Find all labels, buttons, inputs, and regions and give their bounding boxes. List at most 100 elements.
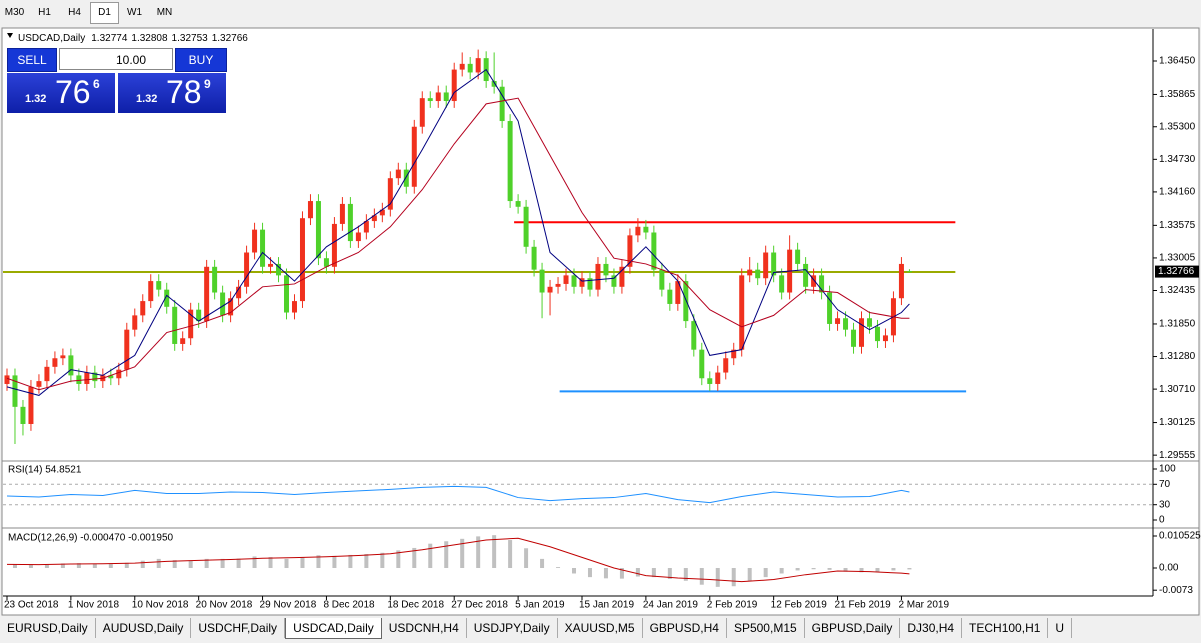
- candle-body: [771, 252, 777, 276]
- rsi-title: RSI(14) 54.8521: [8, 465, 82, 476]
- macd-bar: [779, 568, 784, 574]
- macd-bar: [572, 568, 577, 574]
- chart-icon: [7, 33, 13, 38]
- candle-body: [132, 315, 138, 330]
- y-tick-label: 30: [1159, 499, 1171, 510]
- candle-body: [60, 355, 66, 359]
- chart-tab[interactable]: XAUUSD,M5: [558, 618, 643, 638]
- x-tick-label: 12 Feb 2019: [771, 600, 828, 611]
- macd-bar: [827, 568, 832, 570]
- candle-body: [220, 292, 226, 316]
- y-tick-label: 1.33005: [1159, 253, 1196, 264]
- candle-body: [20, 406, 26, 424]
- macd-bar: [108, 564, 113, 569]
- chart-tab[interactable]: USDJPY,Daily: [467, 618, 558, 638]
- candle-body: [4, 375, 10, 384]
- chart-tab[interactable]: AUDUSD,Daily: [96, 618, 192, 638]
- candle-body: [331, 223, 337, 267]
- macd-bar: [444, 541, 449, 569]
- candle-body: [731, 349, 737, 359]
- y-tick-label: 1.29555: [1159, 450, 1196, 461]
- timeframe-button[interactable]: H1: [38, 7, 51, 18]
- candle-body: [595, 263, 601, 290]
- ask-price[interactable]: 1.32 78 9: [118, 73, 226, 113]
- x-tick-label: 29 Nov 2018: [260, 600, 317, 611]
- y-tick-label: 0: [1159, 515, 1165, 526]
- macd-bar: [380, 552, 385, 569]
- signal-line: [6, 537, 910, 583]
- timeframe-button[interactable]: H4: [68, 7, 81, 18]
- macd-bar: [524, 548, 529, 569]
- macd-bar: [140, 560, 145, 569]
- chart-tab[interactable]: USDCNH,H4: [382, 618, 467, 638]
- candle-body: [76, 375, 82, 384]
- macd-bar: [811, 568, 816, 570]
- x-tick-label: 5 Jan 2019: [515, 600, 565, 611]
- lot-input[interactable]: 10.00: [59, 48, 173, 70]
- x-tick-label: 2 Feb 2019: [707, 600, 758, 611]
- macd-bar: [28, 564, 33, 569]
- high-price: 1.32808: [131, 33, 168, 44]
- ask-pip: 9: [204, 77, 211, 91]
- macd-bar: [300, 557, 305, 569]
- candle-body: [204, 266, 210, 322]
- macd-bar: [795, 568, 800, 571]
- macd-bar: [12, 564, 17, 569]
- buy-button[interactable]: BUY: [175, 48, 227, 72]
- macd-bar: [731, 568, 736, 587]
- candle-body: [691, 321, 697, 350]
- macd-bar: [651, 568, 656, 578]
- candle-body: [299, 218, 305, 302]
- macd-bar: [364, 554, 369, 569]
- candle-body: [212, 266, 218, 293]
- candle-body: [475, 58, 481, 73]
- low-price: 1.32753: [172, 33, 209, 44]
- timeframe-button[interactable]: W1: [127, 7, 142, 18]
- x-tick-label: 20 Nov 2018: [196, 600, 253, 611]
- chart-tab[interactable]: USDCAD,Daily: [285, 618, 382, 639]
- y-tick-label: 1.30710: [1159, 384, 1196, 395]
- macd-bar: [44, 564, 49, 569]
- candle-body: [228, 298, 234, 316]
- candle-body: [531, 246, 537, 270]
- macd-bar: [204, 558, 209, 569]
- y-tick-label: 1.34730: [1159, 154, 1196, 165]
- x-tick-label: 21 Feb 2019: [835, 600, 892, 611]
- macd-bar: [188, 560, 193, 569]
- moving-average: [6, 97, 910, 391]
- macd-bar: [332, 555, 337, 569]
- timeframe-button[interactable]: D1: [90, 2, 119, 24]
- candle-body: [379, 209, 385, 216]
- candle-body: [36, 381, 42, 387]
- chart-tab[interactable]: GBPUSD,H4: [643, 618, 727, 638]
- chart-tab[interactable]: EURUSD,Daily: [0, 618, 96, 638]
- y-tick-label: 1.35300: [1159, 121, 1196, 132]
- candle-body: [371, 215, 377, 222]
- chart-tab[interactable]: GBPUSD,Daily: [805, 618, 901, 638]
- candle-body: [260, 229, 266, 267]
- candle-body: [882, 335, 888, 342]
- candle-body: [747, 269, 753, 276]
- candle-body: [827, 292, 833, 324]
- chart-tab[interactable]: TECH100,H1: [962, 618, 1049, 638]
- chart-tab[interactable]: SP500,M15: [727, 618, 805, 638]
- candle-body: [276, 263, 282, 276]
- macd-bar: [220, 558, 225, 569]
- macd-bar: [859, 568, 864, 573]
- timeframe-button[interactable]: M30: [4, 7, 25, 18]
- chart-tab[interactable]: USDCHF,Daily: [191, 618, 286, 638]
- x-tick-label: 18 Dec 2018: [387, 600, 444, 611]
- candle-body: [874, 326, 880, 342]
- sell-button[interactable]: SELL: [7, 48, 57, 72]
- bid-price[interactable]: 1.32 76 6: [7, 73, 115, 113]
- macd-bar: [460, 538, 465, 569]
- candle-body: [196, 309, 202, 322]
- candle-body: [108, 375, 114, 379]
- timeframe-button[interactable]: MN: [156, 7, 173, 18]
- macd-bar: [683, 568, 688, 581]
- indicator-line: [6, 485, 910, 504]
- candle-body: [835, 318, 841, 324]
- chart-tab[interactable]: U: [1048, 618, 1073, 638]
- chart-tab[interactable]: DJ30,H4: [900, 618, 963, 638]
- candle-body: [363, 221, 369, 233]
